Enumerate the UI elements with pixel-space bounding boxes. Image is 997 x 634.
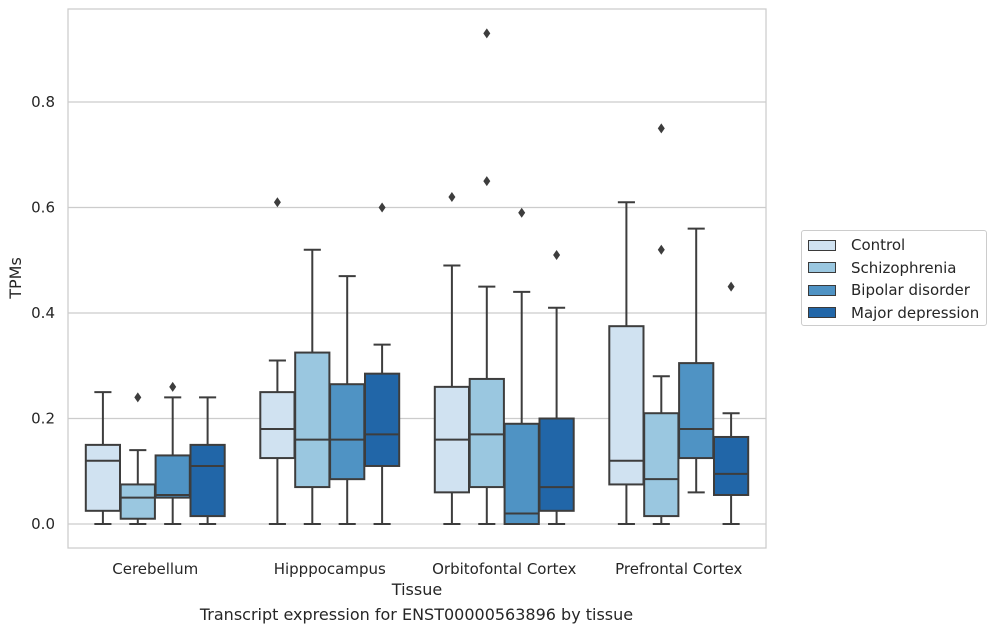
outlier-point: [483, 176, 491, 187]
x-tick-label: Orbitofontal Cortex: [432, 560, 576, 578]
iqr-box: [119, 483, 156, 520]
legend-swatch: [808, 262, 836, 273]
outlier-point: [657, 123, 665, 134]
legend-item: Bipolar disorder: [808, 281, 970, 299]
y-tick-label: 0.0: [31, 515, 55, 533]
iqr-box: [608, 325, 645, 486]
y-tick-label: 0.6: [31, 199, 55, 217]
iqr-box: [84, 443, 122, 512]
box-control: [608, 201, 645, 525]
y-axis-label: TPMs: [6, 257, 25, 300]
outlier-point: [378, 202, 386, 213]
box-major-depression: [189, 396, 226, 525]
iqr-box: [678, 362, 715, 460]
legend-item: Schizophrenia: [808, 259, 956, 277]
legend-label: Control: [851, 236, 906, 254]
iqr-box: [189, 443, 226, 518]
iqr-box: [468, 377, 505, 489]
box-control: [433, 191, 471, 525]
legend-swatch: [808, 307, 836, 318]
iqr-box: [503, 422, 540, 525]
outlier-point: [134, 392, 142, 403]
y-tick-label: 0.2: [31, 410, 55, 428]
iqr-box: [259, 391, 296, 460]
box-schizophrenia: [468, 28, 505, 525]
box-schizophrenia: [643, 123, 680, 525]
iqr-box: [294, 351, 331, 489]
legend-item: Control: [808, 236, 905, 254]
legend-label: Schizophrenia: [851, 258, 957, 277]
outlier-point: [518, 207, 526, 218]
legend: Control Schizophrenia Bipolar disorder Majo…: [801, 230, 987, 326]
x-tick-label: Cerebellum: [112, 560, 198, 578]
axis-ticks: 0.0 0.2 0.4 0.6 0.8 Cerebellum Hipppocampus Orb…: [31, 93, 742, 578]
x-axis-label: Tissue: [391, 580, 442, 599]
plot-area-boxes: [84, 28, 750, 525]
figure-caption: Transcript expression for ENST0000056389…: [199, 605, 634, 624]
legend-swatch: [808, 284, 836, 296]
outlier-point: [448, 191, 456, 202]
outlier-point: [727, 281, 735, 292]
x-tick-label: Hipppocampus: [274, 560, 386, 578]
legend-item: Major depression: [808, 304, 979, 322]
iqr-box: [154, 454, 191, 499]
box-major-depression: [538, 249, 575, 525]
box-bipolar-disorder: [678, 227, 715, 494]
box-control: [259, 197, 296, 525]
legend-label: Major depression: [851, 303, 980, 322]
legend-swatch: [808, 239, 836, 251]
iqr-box: [538, 417, 575, 512]
outlier-point: [169, 381, 177, 392]
box-control: [84, 391, 122, 525]
box-bipolar-disorder: [154, 381, 191, 525]
outlier-point: [657, 244, 665, 255]
outlier-point: [273, 197, 281, 208]
plot-frame: [67, 8, 767, 549]
box-schizophrenia: [119, 392, 156, 525]
iqr-box: [712, 435, 750, 496]
legend-label: Bipolar disorder: [851, 281, 970, 299]
box-schizophrenia: [294, 248, 331, 525]
iqr-box: [643, 412, 680, 518]
outlier-point: [483, 28, 491, 39]
y-tick-label: 0.4: [31, 304, 55, 322]
box-major-depression: [363, 202, 401, 525]
iqr-box: [329, 383, 366, 481]
x-tick-label: Prefrontal Cortex: [615, 560, 742, 578]
outlier-point: [553, 249, 561, 260]
box-major-depression: [712, 281, 750, 525]
y-tick-label: 0.8: [31, 93, 55, 111]
box-bipolar-disorder: [503, 207, 540, 525]
box-bipolar-disorder: [329, 275, 366, 525]
iqr-box: [363, 372, 401, 467]
